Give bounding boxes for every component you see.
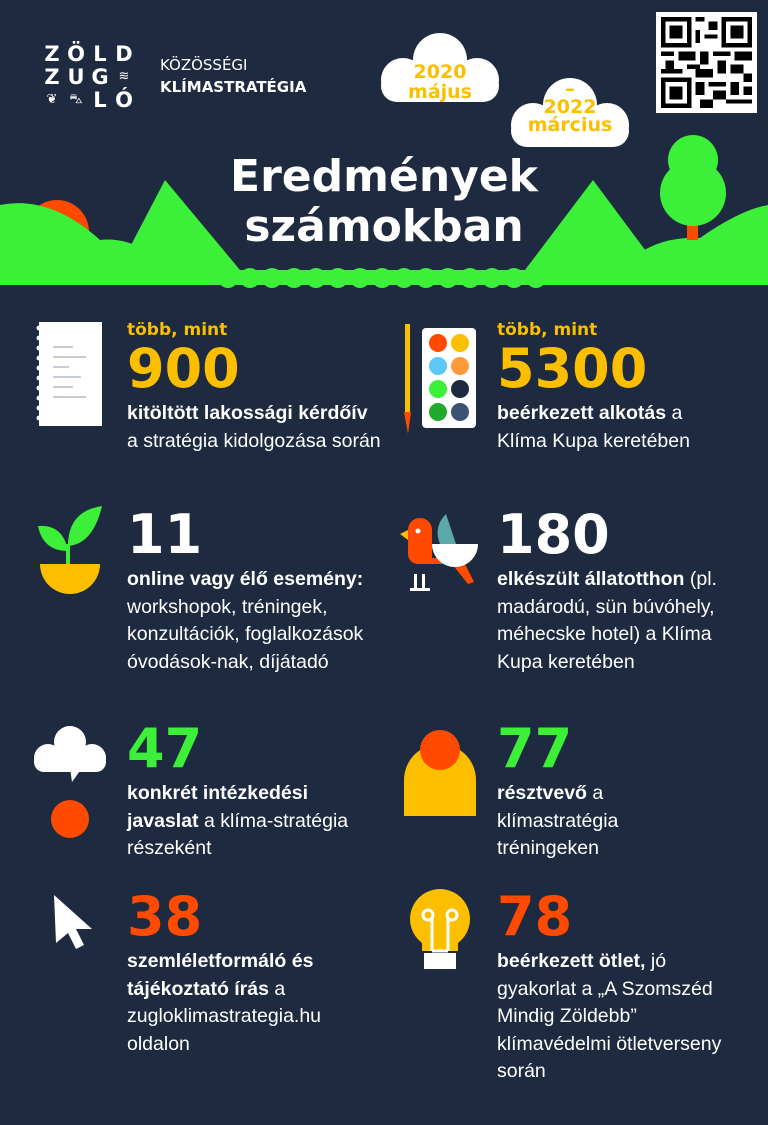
tree-trunk bbox=[687, 220, 698, 240]
stat-proposals: 47 konkrét intézkedési javaslat a klíma-… bbox=[127, 720, 352, 863]
notepad-icon bbox=[36, 322, 102, 426]
logo-letter: Ö bbox=[67, 42, 85, 66]
stat-questionnaires: több, mint 900 kitöltött lakossági kérdő… bbox=[127, 320, 382, 455]
stat-description: konkrét intézkedési javaslat a klíma-str… bbox=[127, 780, 352, 863]
stat-number: 5300 bbox=[497, 337, 648, 400]
stat-desc-bold: online vagy élő esemény: bbox=[127, 568, 364, 590]
hill-right bbox=[610, 205, 768, 285]
stat-ideas: 78 beérkezett ötlet, jó gyakorlat a „A S… bbox=[497, 888, 737, 1086]
logo-letter: L bbox=[93, 88, 107, 112]
stat-desc-text: a zugloklimastrategia.hu oldalon bbox=[127, 977, 322, 1055]
qr-code[interactable] bbox=[656, 12, 757, 113]
stat-desc-text: a klímastratégia tréningeken bbox=[497, 782, 619, 859]
logo-letter: Z bbox=[44, 42, 60, 66]
stat-desc-bold: elkészült állatotthon bbox=[497, 568, 685, 590]
cloud-shapes bbox=[381, 33, 629, 147]
page-title: Eredmények számokban bbox=[0, 152, 768, 252]
stat-desc-text: a Klíma Kupa keretében bbox=[497, 402, 690, 452]
tree-pine-right bbox=[525, 180, 660, 270]
plant-pot-icon bbox=[38, 506, 102, 594]
stat-number: 77 bbox=[497, 717, 573, 780]
brand-line1: KÖZÖSSÉGI bbox=[160, 56, 248, 74]
date-start-month: május bbox=[408, 81, 472, 103]
stat-description: elkészült állatotthon (pl. madárodú, sün… bbox=[497, 566, 732, 676]
stat-desc-text: a klíma-stratégia részeként bbox=[127, 809, 349, 860]
date-end: – 2022 március bbox=[511, 78, 629, 136]
stat-number: 38 bbox=[127, 885, 203, 948]
stat-articles: 38 szemléletformáló és tájékoztató írás … bbox=[127, 888, 367, 1058]
landscape-illustration bbox=[0, 33, 768, 288]
stat-label: több, mint bbox=[127, 320, 228, 340]
stat-description: résztvevő a klímastratégia tréningeken bbox=[497, 780, 657, 863]
stat-desc-bold: szemléletformáló és tájékoztató írás bbox=[127, 950, 314, 1000]
wind-icon: ≋ bbox=[118, 69, 130, 84]
lightbulb-icon bbox=[410, 889, 470, 969]
qr-code-pattern bbox=[661, 17, 752, 108]
cursor-icon bbox=[54, 895, 92, 949]
stat-description: kitöltött lakossági kérdőív a stratégia … bbox=[127, 400, 382, 455]
paint-palette-icon bbox=[404, 324, 476, 434]
stat-label: több, mint bbox=[497, 320, 598, 340]
stat-desc-text: (pl. madárodú, sün búvóhely, méhecske ho… bbox=[497, 568, 717, 673]
date-start: 2020 május bbox=[381, 62, 499, 102]
date-end-year: 2022 bbox=[543, 96, 597, 118]
stat-desc-bold: konkrét intézkedési javaslat bbox=[127, 782, 308, 832]
stat-animal-homes: 180 elkészült állatotthon (pl. madárodú,… bbox=[497, 506, 732, 676]
logo-letter: G bbox=[91, 65, 109, 89]
brand-line2: KLÍMASTRATÉGIA bbox=[160, 78, 307, 96]
stat-description: online vagy élő esemény: workshopok, tré… bbox=[127, 566, 382, 676]
stat-events: 11 online vagy élő esemény: workshopok, … bbox=[127, 506, 382, 676]
person-icon bbox=[404, 730, 476, 816]
zold-zuglo-logo: Z Ö L D Z U G ≋ ❦ ⛍ L Ó bbox=[40, 42, 136, 112]
stat-number: 47 bbox=[127, 717, 203, 780]
stat-artworks: több, mint 5300 beérkezett alkotás a Klí… bbox=[497, 320, 742, 455]
date-dash: – bbox=[565, 78, 575, 100]
stat-desc-text: a stratégia kidolgozása során bbox=[127, 429, 381, 452]
date-start-year: 2020 bbox=[413, 61, 467, 83]
stat-number: 78 bbox=[497, 885, 573, 948]
stat-desc-bold: beérkezett ötlet, bbox=[497, 950, 646, 972]
stat-desc-bold: résztvevő bbox=[497, 782, 587, 804]
stat-participants: 77 résztvevő a klímastratégia tréningeke… bbox=[497, 720, 657, 863]
logo-letter: D bbox=[115, 42, 133, 66]
stat-number: 11 bbox=[127, 503, 203, 566]
bird-icon bbox=[400, 514, 478, 591]
logo-letter: L bbox=[93, 42, 107, 66]
stat-number: 900 bbox=[127, 337, 240, 400]
stat-desc-bold: kitöltött lakossági kérdőív bbox=[127, 402, 368, 424]
stat-description: szemléletformáló és tájékoztató írás a z… bbox=[127, 948, 367, 1058]
stat-description: beérkezett alkotás a Klíma Kupa keretébe… bbox=[497, 400, 707, 455]
stat-desc-bold: beérkezett alkotás bbox=[497, 402, 667, 424]
title-line2: számokban bbox=[244, 201, 524, 252]
stat-number: 180 bbox=[497, 503, 610, 566]
stat-description: beérkezett ötlet, jó gyakorlat a „A Szom… bbox=[497, 948, 737, 1086]
date-end-month: március bbox=[527, 114, 613, 136]
car-icon: ⛍ bbox=[69, 92, 83, 107]
title-line1: Eredmények bbox=[230, 151, 538, 202]
speech-cloud-icon bbox=[34, 726, 106, 838]
logo-letter: Z bbox=[44, 65, 60, 89]
logo-letter: Ó bbox=[115, 88, 133, 112]
stat-desc-text: workshopok, tréningek, konzultációk, fog… bbox=[127, 595, 364, 673]
leaf-icon: ❦ bbox=[46, 92, 58, 107]
stat-desc-text: jó gyakorlat a „A Szomszéd Mindig Zöldeb… bbox=[497, 950, 722, 1082]
logo-letter: U bbox=[67, 65, 85, 89]
